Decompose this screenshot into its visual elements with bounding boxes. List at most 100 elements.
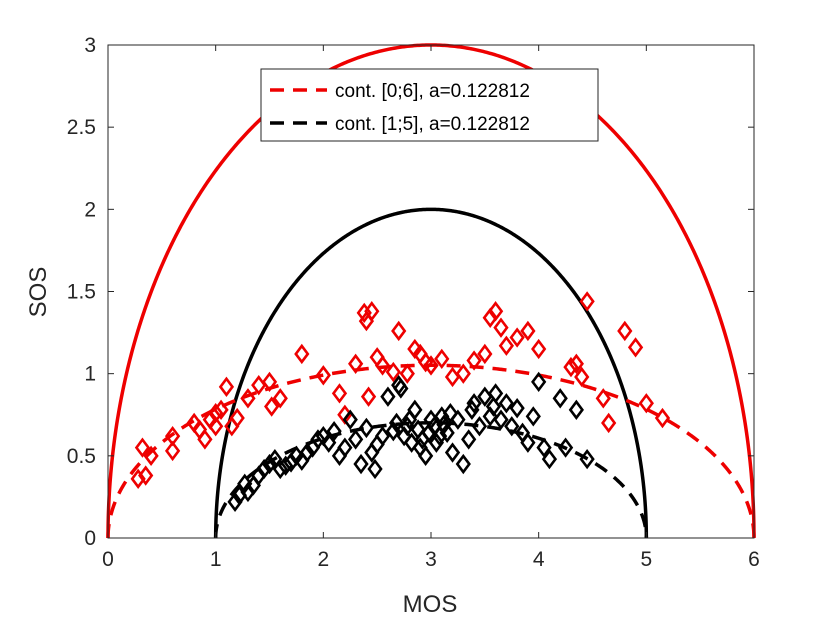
- curve-bound-1-5-: [213, 207, 649, 538]
- red-marker: [315, 365, 331, 386]
- red-marker: [563, 356, 579, 378]
- x-tick-label: 5: [640, 548, 652, 571]
- red-marker: [455, 363, 471, 384]
- y-axis-label: SOS: [25, 267, 52, 318]
- black-marker: [450, 409, 466, 430]
- black-marker: [240, 481, 256, 503]
- red-marker: [261, 371, 278, 393]
- black-marker: [272, 458, 288, 480]
- black-marker: [455, 453, 471, 475]
- black-marker: [520, 432, 536, 453]
- red-marker: [482, 307, 498, 328]
- legend: cont. [0;6], a=0.122812 cont. [1;5], a=0…: [260, 68, 599, 142]
- black-marker: [504, 416, 520, 437]
- black-marker: [531, 371, 547, 393]
- black-marker: [278, 455, 294, 476]
- x-tick-label: 4: [533, 548, 545, 571]
- black-marker: [256, 458, 272, 480]
- red-marker: [138, 465, 154, 486]
- y-tick-label: 2.5: [67, 116, 96, 139]
- x-tick-label: 2: [317, 548, 329, 571]
- red-marker: [399, 363, 415, 384]
- black-marker: [367, 458, 383, 480]
- black-marker: [442, 402, 459, 424]
- black-marker: [579, 448, 595, 470]
- legend-box: [260, 68, 599, 142]
- red-marker: [601, 412, 617, 434]
- red-marker: [627, 337, 644, 358]
- y-tick-label: 0: [84, 527, 96, 550]
- y-tick-label: 2: [84, 198, 96, 221]
- red-marker: [364, 301, 380, 322]
- x-tick-label: 0: [102, 548, 114, 571]
- red-marker: [423, 355, 439, 376]
- x-tick-label: 3: [425, 548, 437, 571]
- y-tick-label: 3: [84, 34, 96, 57]
- black-marker: [444, 442, 461, 463]
- black-marker: [428, 432, 445, 453]
- red-marker: [208, 402, 224, 424]
- black-marker: [439, 422, 455, 443]
- black-marker: [393, 378, 409, 399]
- black-marker: [251, 465, 267, 486]
- red-marker: [331, 383, 348, 404]
- red-marker: [264, 396, 280, 417]
- red-marker: [348, 353, 364, 374]
- black-marker: [310, 429, 326, 450]
- black-marker: [471, 416, 488, 437]
- red-marker: [385, 361, 401, 383]
- black-marker: [487, 383, 504, 404]
- black-marker: [509, 398, 525, 419]
- red-marker: [579, 291, 595, 312]
- curve-cont-0-6-a-0-122812: [106, 363, 756, 538]
- red-marker: [477, 343, 493, 365]
- black-marker: [342, 409, 358, 430]
- ticks-layer: 0 1 2 3 4 5 6 0 0.5 1 1.5 2 2.5 3: [67, 34, 760, 571]
- x-axis-label: MOS: [403, 591, 458, 618]
- red-marker: [164, 440, 181, 462]
- red-marker: [638, 393, 654, 414]
- red-marker: [360, 386, 377, 407]
- y-tick-label: 0.5: [67, 445, 96, 468]
- x-tick-label: 6: [748, 548, 760, 571]
- red-marker: [272, 388, 288, 409]
- black-marker: [536, 437, 552, 458]
- black-marker: [461, 429, 477, 450]
- red-marker: [374, 355, 391, 376]
- black-marker: [374, 425, 391, 447]
- legend-label-red: cont. [0;6], a=0.122812: [335, 81, 530, 102]
- red-marker: [213, 399, 229, 420]
- red-marker: [493, 317, 509, 338]
- red-marker: [197, 429, 213, 450]
- black-marker: [353, 453, 369, 475]
- red-marker: [208, 416, 224, 437]
- black-marker: [237, 473, 253, 494]
- red-marker: [130, 468, 146, 490]
- black-marker: [348, 429, 364, 450]
- y-tick-label: 1.5: [67, 281, 96, 304]
- red-marker: [466, 350, 482, 371]
- black-marker: [421, 422, 437, 443]
- black-marker: [493, 409, 509, 430]
- black-marker: [552, 388, 568, 409]
- red-marker: [595, 388, 611, 409]
- legend-label-black: cont. [1;5], a=0.122812: [335, 114, 530, 135]
- red-marker: [391, 320, 407, 342]
- black-marker: [337, 437, 353, 458]
- red-marker: [498, 335, 514, 356]
- black-marker: [417, 445, 434, 467]
- red-marker: [520, 320, 536, 342]
- red-marker: [434, 348, 450, 370]
- black-marker: [261, 453, 278, 475]
- red-marker: [509, 327, 525, 348]
- black-marker: [541, 448, 558, 470]
- black-marker: [299, 442, 315, 463]
- red-marker: [487, 301, 504, 322]
- red-marker: [240, 388, 256, 409]
- red-marker: [218, 376, 235, 397]
- black-marker: [568, 399, 584, 420]
- black-marker: [227, 491, 243, 513]
- y-tick-label: 1: [84, 363, 96, 386]
- x-tick-label: 1: [210, 548, 222, 571]
- red-marker: [568, 353, 584, 374]
